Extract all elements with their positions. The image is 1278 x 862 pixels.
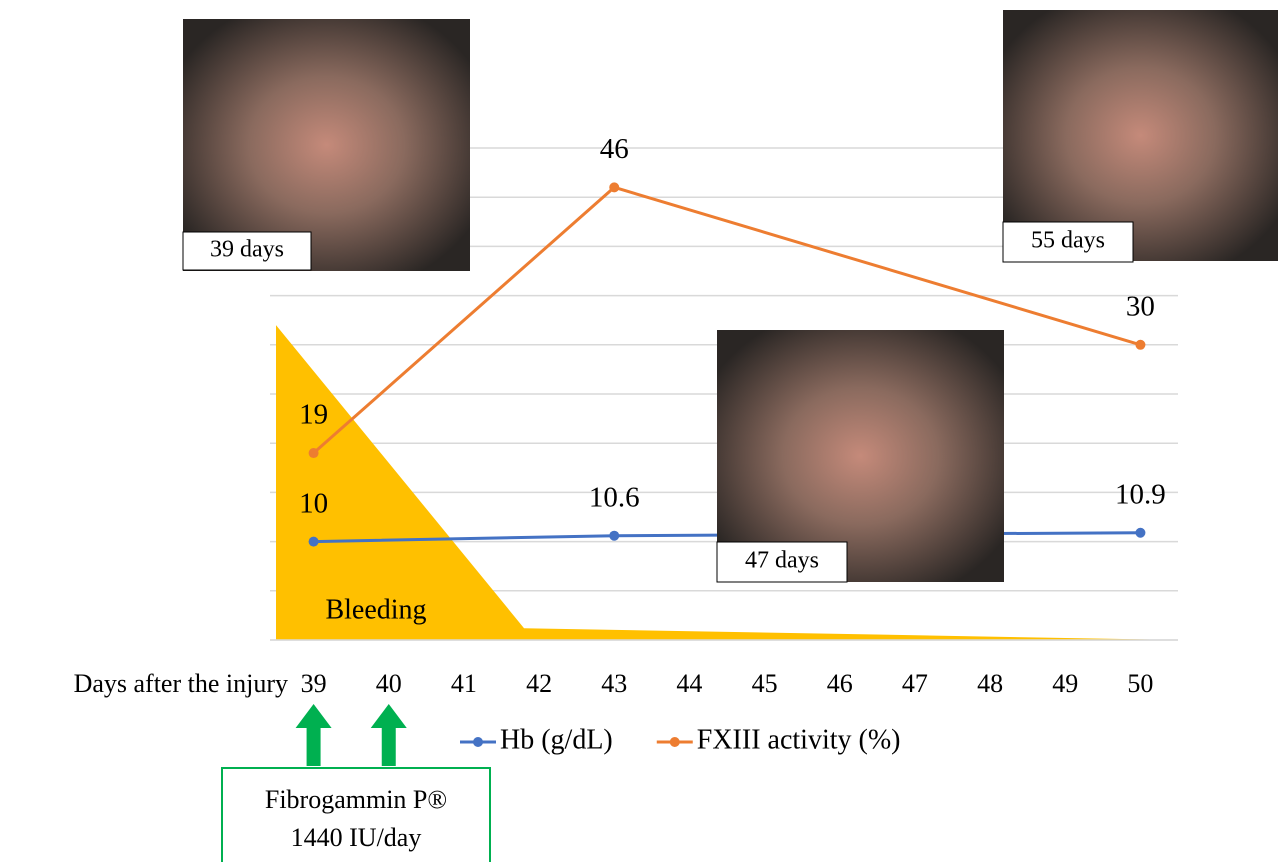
treatment-text: Fibrogammin P® [265, 785, 447, 814]
point [609, 531, 619, 541]
point [609, 182, 619, 192]
point [1135, 528, 1145, 538]
x-axis-label: Days after the injury [74, 669, 288, 698]
x-tick-label: 44 [676, 669, 702, 698]
chart: Bleeding 10 10.6 10.9 19 46 30 39 days 47 days… [0, 0, 1278, 862]
dose-arrow [296, 704, 332, 766]
x-tick-label: 47 [902, 669, 928, 698]
data-label: 19 [299, 399, 328, 431]
legend-swatch [473, 737, 483, 747]
point [1135, 340, 1145, 350]
x-tick-label: 43 [601, 669, 627, 698]
photo-label: 39 days [210, 237, 284, 263]
x-tick-label: 49 [1052, 669, 1078, 698]
photo-label: 47 days [745, 548, 819, 574]
x-tick-label: 45 [752, 669, 778, 698]
data-label: 10 [299, 487, 328, 519]
x-tick-label: 40 [376, 669, 402, 698]
x-tick-label: 41 [451, 669, 477, 698]
treatment-text: 1440 IU/day [291, 823, 422, 852]
x-tick-label: 46 [827, 669, 853, 698]
photo-label: 55 days [1031, 228, 1105, 254]
point [309, 448, 319, 458]
data-label: 30 [1126, 290, 1155, 322]
legend-label: Hb (g/dL) [500, 724, 613, 755]
data-label: 10.9 [1115, 478, 1166, 510]
x-tick-label: 50 [1127, 669, 1153, 698]
dose-arrow [371, 704, 407, 766]
x-tick-label: 39 [301, 669, 327, 698]
point [309, 537, 319, 547]
x-tick-label: 48 [977, 669, 1003, 698]
area-label: Bleeding [325, 594, 426, 625]
x-tick-label: 42 [526, 669, 552, 698]
legend-label: FXIII activity (%) [697, 724, 901, 755]
data-label: 46 [600, 133, 629, 165]
data-label: 10.6 [589, 481, 640, 513]
legend-swatch [670, 737, 680, 747]
